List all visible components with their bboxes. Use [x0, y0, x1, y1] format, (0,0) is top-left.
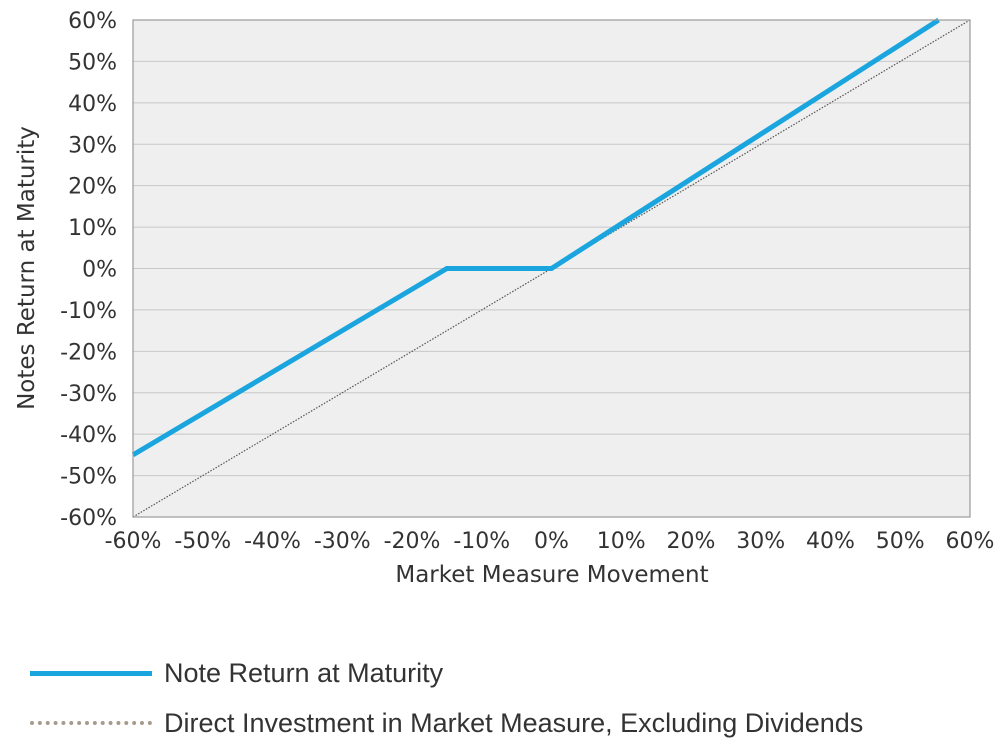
y-tick-label: 10%	[68, 216, 117, 241]
y-axis-title: Notes Return at Maturity	[14, 126, 40, 410]
y-tick-label: -20%	[60, 340, 117, 365]
x-tick-label: 50%	[876, 529, 925, 554]
x-tick-label: 20%	[667, 529, 716, 554]
legend-label: Note Return at Maturity	[164, 657, 444, 688]
x-tick-label: -60%	[105, 529, 162, 554]
x-tick-label: 10%	[597, 529, 646, 554]
y-tick-label: 30%	[68, 133, 117, 158]
y-tick-label: 0%	[82, 258, 117, 283]
y-tick-label: -50%	[60, 465, 117, 490]
y-tick-label: -10%	[60, 299, 117, 324]
x-tick-label: 0%	[534, 529, 569, 554]
legend-swatch-solid	[30, 670, 152, 676]
y-tick-label: 20%	[68, 175, 117, 200]
x-tick-label: -40%	[244, 529, 301, 554]
x-tick-label: 30%	[736, 529, 785, 554]
y-tick-label: 50%	[68, 50, 117, 75]
x-tick-label: -20%	[384, 529, 441, 554]
y-tick-label: -60%	[60, 506, 117, 531]
legend-item-direct-investment: Direct Investment in Market Measure, Exc…	[30, 698, 990, 748]
x-tick-label: 40%	[806, 529, 855, 554]
y-tick-label: 40%	[68, 92, 117, 117]
legend: Note Return at Maturity Direct Investmen…	[30, 648, 990, 748]
x-tick-label: 60%	[946, 529, 995, 554]
x-axis-title: Market Measure Movement	[395, 562, 708, 588]
x-tick-label: -10%	[453, 529, 510, 554]
x-tick-label: -50%	[174, 529, 231, 554]
legend-swatch-dotted	[30, 721, 152, 725]
series-line-note-return	[131, 17, 940, 458]
x-tick-label: -30%	[314, 529, 371, 554]
y-tick-label: 60%	[68, 9, 117, 34]
legend-label: Direct Investment in Market Measure, Exc…	[164, 707, 864, 738]
legend-item-note-return: Note Return at Maturity	[30, 648, 990, 698]
chart: 60% 50% 40% 30% 20% 10% 0% -10% -20% -30% -40% -50%…	[14, 9, 995, 588]
y-tick-label: -40%	[60, 423, 117, 448]
plot-frame	[132, 19, 971, 518]
y-tick-label: -30%	[60, 382, 117, 407]
